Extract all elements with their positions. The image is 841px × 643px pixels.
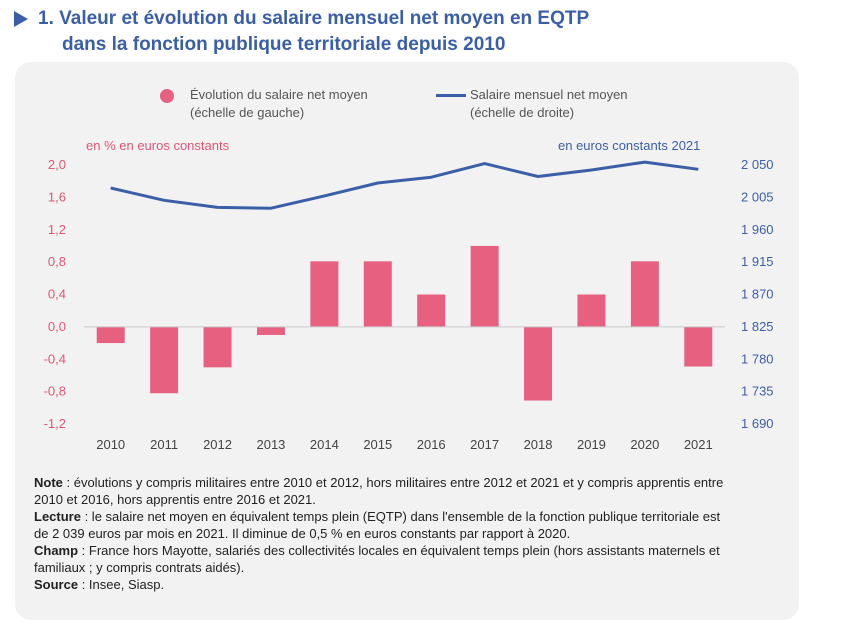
bar-2017 (470, 245, 499, 327)
note-label: Note (34, 475, 63, 490)
notes-block: Note : évolutions y compris militaires e… (34, 474, 734, 593)
bar-2011 (150, 326, 179, 394)
note-paragraph: Note : évolutions y compris militaires e… (34, 474, 734, 508)
left-tick-label: 1,6 (48, 189, 66, 204)
x-tick-label: 2017 (470, 437, 499, 452)
legend-line-label-line2: (échelle de droite) (470, 105, 575, 120)
right-tick-label: 2 050 (741, 157, 774, 172)
bar-2010 (96, 326, 125, 344)
left-tick-label: 0,4 (48, 287, 66, 302)
right-tick-label: 1 870 (741, 287, 774, 302)
chart-panel (15, 62, 799, 620)
legend-line-swatch-icon (436, 94, 466, 97)
left-tick-label: 0,8 (48, 254, 66, 269)
x-tick-label: 2012 (203, 437, 232, 452)
bar-2020 (630, 261, 659, 327)
lecture-label: Lecture (34, 509, 81, 524)
right-tick-label: 1 825 (741, 319, 774, 334)
source-paragraph: Source : Insee, Siasp. (34, 576, 734, 593)
x-tick-label: 2010 (96, 437, 125, 452)
champ-text: : France hors Mayotte, salariés des coll… (34, 543, 720, 575)
left-tick-label: -0,8 (44, 384, 66, 399)
right-tick-label: 1 960 (741, 222, 774, 237)
title-line-1: 1. Valeur et évolution du salaire mensue… (38, 8, 590, 29)
right-tick-label: 1 735 (741, 384, 774, 399)
bar-2014 (310, 261, 339, 327)
left-axis-title: en % en euros constants (86, 138, 230, 153)
right-axis-title: en euros constants 2021 (558, 138, 701, 153)
x-tick-label: 2018 (524, 437, 553, 452)
left-tick-label: 0,0 (48, 319, 66, 334)
x-tick-label: 2021 (684, 437, 713, 452)
left-tick-label: 2,0 (48, 157, 66, 172)
salary-line (110, 160, 699, 210)
left-tick-label: -0,4 (44, 351, 66, 366)
x-tick-label: 2014 (310, 437, 339, 452)
bar-2021 (684, 326, 713, 367)
x-tick-label: 2019 (577, 437, 606, 452)
x-tick-label: 2015 (363, 437, 392, 452)
note-text: : évolutions y compris militaires entre … (34, 475, 724, 507)
bar-2019 (577, 294, 606, 327)
lecture-text: : le salaire net moyen en équivalent tem… (34, 509, 721, 541)
x-tick-label: 2011 (150, 437, 178, 452)
bar-2016 (417, 294, 446, 327)
legend-bar-label-line1: Évolution du salaire net moyen (190, 87, 368, 102)
legend-bar-label-line2: (échelle de gauche) (190, 105, 305, 120)
source-text: : Insee, Siasp. (78, 577, 165, 592)
bar-2013 (256, 326, 285, 335)
source-label: Source (34, 577, 79, 592)
right-tick-label: 1 780 (741, 351, 774, 366)
legend-bar-label: Évolution du salaire net moyen (échelle … (190, 86, 368, 122)
left-tick-label: 1,2 (48, 222, 66, 237)
bar-2015 (363, 261, 392, 327)
title-line-2: dans la fonction publique territoriale d… (62, 34, 506, 55)
champ-paragraph: Champ : France hors Mayotte, salariés de… (34, 542, 734, 576)
right-tick-label: 1 915 (741, 254, 774, 269)
legend-line-label-line1: Salaire mensuel net moyen (470, 87, 628, 102)
lecture-paragraph: Lecture : le salaire net moyen en équiva… (34, 508, 734, 542)
right-tick-label: 1 690 (741, 416, 774, 431)
x-tick-label: 2016 (417, 437, 446, 452)
x-tick-label: 2020 (630, 437, 659, 452)
champ-label: Champ (34, 543, 79, 558)
title-arrow-icon (14, 11, 28, 27)
left-tick-label: -1,2 (44, 416, 66, 431)
x-tick-label: 2013 (256, 437, 285, 452)
legend-bar-swatch-icon (160, 89, 174, 103)
bar-2018 (524, 326, 553, 401)
bar-2012 (203, 326, 232, 368)
right-tick-label: 2 005 (741, 189, 774, 204)
legend-line-label: Salaire mensuel net moyen (échelle de dr… (470, 86, 628, 122)
